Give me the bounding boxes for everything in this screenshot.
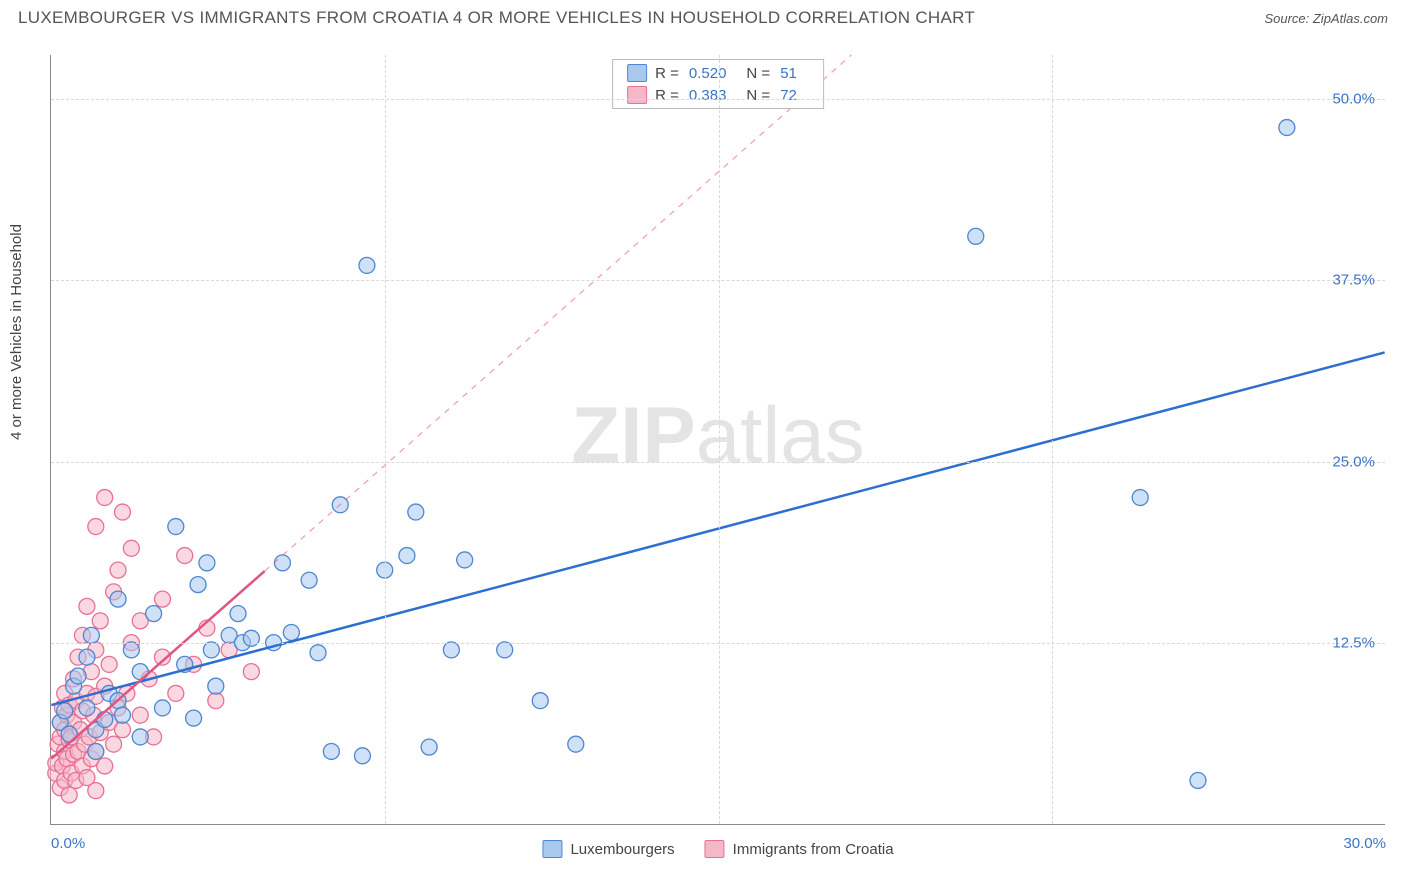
data-point: [1190, 772, 1206, 788]
data-point: [208, 693, 224, 709]
data-point: [110, 591, 126, 607]
data-point: [88, 743, 104, 759]
data-point: [132, 707, 148, 723]
data-point: [92, 613, 108, 629]
y-tick-label: 50.0%: [1332, 90, 1375, 107]
data-point: [88, 519, 104, 535]
data-point: [61, 787, 77, 803]
data-point: [310, 645, 326, 661]
chart-area: ZIPatlas R = 0.520 N = 51 R = 0.383 N = …: [50, 55, 1385, 825]
x-tick-label: 30.0%: [1343, 835, 1386, 852]
data-point: [79, 598, 95, 614]
data-point: [114, 707, 130, 723]
data-point: [57, 703, 73, 719]
data-point: [97, 490, 113, 506]
data-point: [101, 656, 117, 672]
data-point: [154, 700, 170, 716]
legend-n-label: N =: [746, 65, 770, 82]
data-point: [421, 739, 437, 755]
data-point: [323, 743, 339, 759]
x-tick-label: 0.0%: [51, 835, 85, 852]
data-point: [146, 606, 162, 622]
data-point: [359, 257, 375, 273]
legend-series-item: Luxembourgers: [542, 840, 674, 858]
legend-series-item: Immigrants from Croatia: [705, 840, 894, 858]
data-point: [114, 504, 130, 520]
y-tick-label: 25.0%: [1332, 453, 1375, 470]
data-point: [283, 624, 299, 640]
data-point: [408, 504, 424, 520]
legend-r-value: 0.520: [689, 65, 727, 82]
data-point: [186, 710, 202, 726]
data-point: [83, 627, 99, 643]
data-point: [79, 700, 95, 716]
data-point: [568, 736, 584, 752]
legend-series-label: Luxembourgers: [570, 841, 674, 858]
data-point: [70, 668, 86, 684]
data-point: [110, 562, 126, 578]
trend-line-extrapolated: [265, 55, 852, 571]
data-point: [199, 555, 215, 571]
data-point: [190, 577, 206, 593]
data-point: [177, 548, 193, 564]
data-point: [457, 552, 473, 568]
data-point: [97, 712, 113, 728]
gridline-v: [719, 55, 720, 824]
data-point: [132, 729, 148, 745]
legend-n-value: 72: [780, 87, 797, 104]
data-point: [532, 693, 548, 709]
legend-r-label: R =: [655, 87, 679, 104]
data-point: [399, 548, 415, 564]
data-point: [154, 591, 170, 607]
gridline-v: [1052, 55, 1053, 824]
data-point: [79, 649, 95, 665]
legend-r-label: R =: [655, 65, 679, 82]
legend-swatch: [627, 64, 647, 82]
data-point: [1279, 120, 1295, 136]
legend-series-label: Immigrants from Croatia: [733, 841, 894, 858]
data-point: [88, 783, 104, 799]
data-point: [968, 228, 984, 244]
data-point: [274, 555, 290, 571]
y-tick-label: 12.5%: [1332, 635, 1375, 652]
data-point: [168, 685, 184, 701]
y-tick-label: 37.5%: [1332, 272, 1375, 289]
data-point: [168, 519, 184, 535]
data-point: [1132, 490, 1148, 506]
data-point: [208, 678, 224, 694]
legend-n-value: 51: [780, 65, 797, 82]
legend-swatch: [542, 840, 562, 858]
data-point: [114, 722, 130, 738]
data-point: [123, 540, 139, 556]
data-point: [301, 572, 317, 588]
data-point: [106, 736, 122, 752]
legend-n-label: N =: [746, 87, 770, 104]
y-axis-label: 4 or more Vehicles in Household: [8, 224, 25, 440]
data-point: [97, 758, 113, 774]
legend-r-value: 0.383: [689, 87, 727, 104]
gridline-v: [385, 55, 386, 824]
legend-swatch: [705, 840, 725, 858]
chart-title: LUXEMBOURGER VS IMMIGRANTS FROM CROATIA …: [18, 8, 975, 28]
legend-swatch: [627, 86, 647, 104]
legend-series: Luxembourgers Immigrants from Croatia: [542, 840, 893, 858]
data-point: [243, 664, 259, 680]
data-point: [354, 748, 370, 764]
data-point: [230, 606, 246, 622]
source-label: Source: ZipAtlas.com: [1264, 11, 1388, 26]
